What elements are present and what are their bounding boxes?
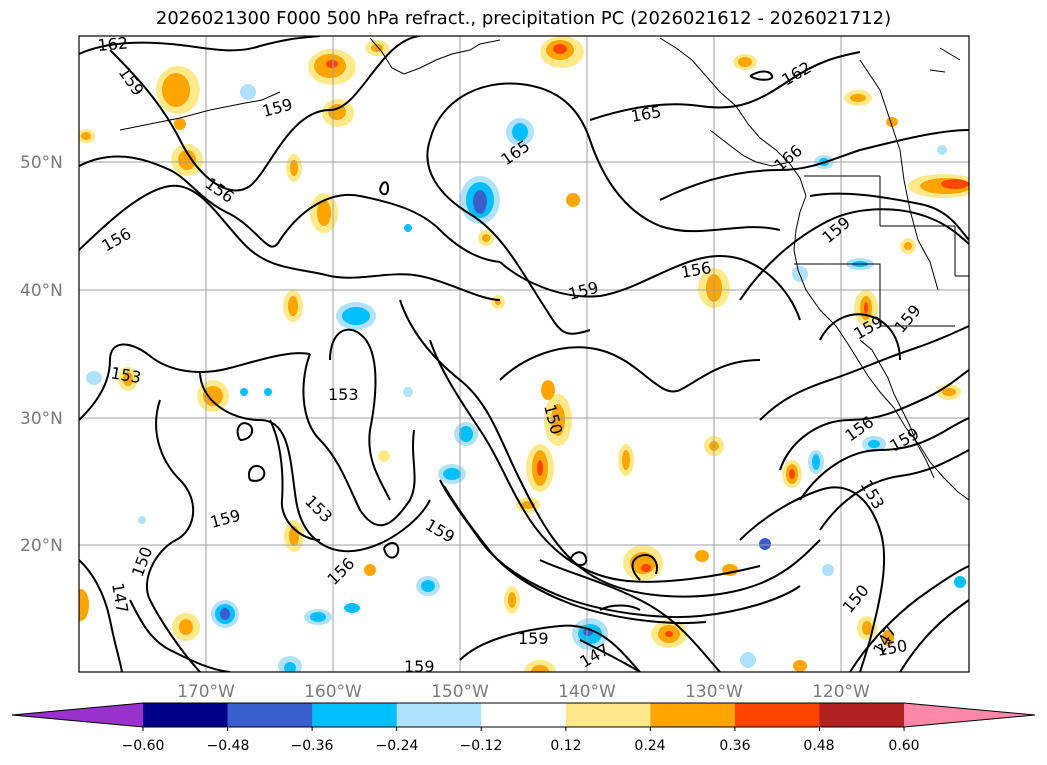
- lat-label-50n: 50°N: [20, 153, 63, 173]
- coastlines: [119, 37, 969, 501]
- colorbar-tick: 0.48: [803, 738, 834, 754]
- map-frame: [78, 35, 970, 673]
- lon-label-160w: 160°W: [304, 682, 362, 702]
- colorbar-bin: [565, 703, 651, 727]
- colorbar-extend-min: [12, 703, 143, 727]
- colorbar-extend-max: [904, 703, 1035, 727]
- colorbar-tick: −0.24: [376, 738, 419, 754]
- lon-label-140w: 140°W: [558, 682, 616, 702]
- colorbar-bin: [819, 703, 905, 727]
- colorbar-tick: −0.12: [460, 738, 503, 754]
- colorbar-bin: [481, 703, 567, 727]
- colorbar-bin: [312, 703, 398, 727]
- lat-label-30n: 30°N: [20, 409, 63, 429]
- contour-label: 162: [97, 33, 129, 55]
- precip-positive-areas: [79, 36, 969, 672]
- lon-label-120w: 120°W: [812, 682, 870, 702]
- longitude-labels: 170°W 160°W 150°W 140°W 130°W 120°W: [177, 682, 870, 702]
- latitude-labels: 50°N 40°N 30°N 20°N: [20, 153, 63, 556]
- colorbar-tick-labels: −0.60 −0.48 −0.36 −0.24 −0.12 0.12 0.24 …: [122, 738, 920, 754]
- colorbar: [11, 702, 1036, 731]
- contour-label: 159: [404, 657, 435, 676]
- colorbar-bin: [396, 703, 482, 727]
- lon-label-170w: 170°W: [177, 682, 235, 702]
- colorbar-bin: [734, 703, 820, 727]
- map-title: 2026021300 F000 500 hPa refract., precip…: [155, 8, 892, 29]
- colorbar-bin: [143, 703, 229, 727]
- refractivity-contours: [79, 36, 969, 672]
- lat-label-20n: 20°N: [20, 536, 63, 556]
- contour-label: 153: [328, 385, 359, 404]
- lon-label-150w: 150°W: [431, 682, 489, 702]
- colorbar-tick: −0.36: [291, 738, 334, 754]
- contour-label: 159: [518, 629, 549, 648]
- lat-label-40n: 40°N: [20, 281, 63, 301]
- colorbar-bin: [650, 703, 736, 727]
- colorbar-tick: 0.36: [719, 738, 750, 754]
- colorbar-bin: [227, 703, 313, 727]
- colorbar-tick: 0.12: [550, 738, 581, 754]
- lon-label-130w: 130°W: [685, 682, 743, 702]
- colorbar-tick: −0.48: [207, 738, 250, 754]
- graticule: [79, 36, 969, 672]
- colorbar-tick: 0.60: [888, 738, 919, 754]
- colorbar-tick: 0.24: [634, 738, 665, 754]
- colorbar-tick: −0.60: [122, 738, 165, 754]
